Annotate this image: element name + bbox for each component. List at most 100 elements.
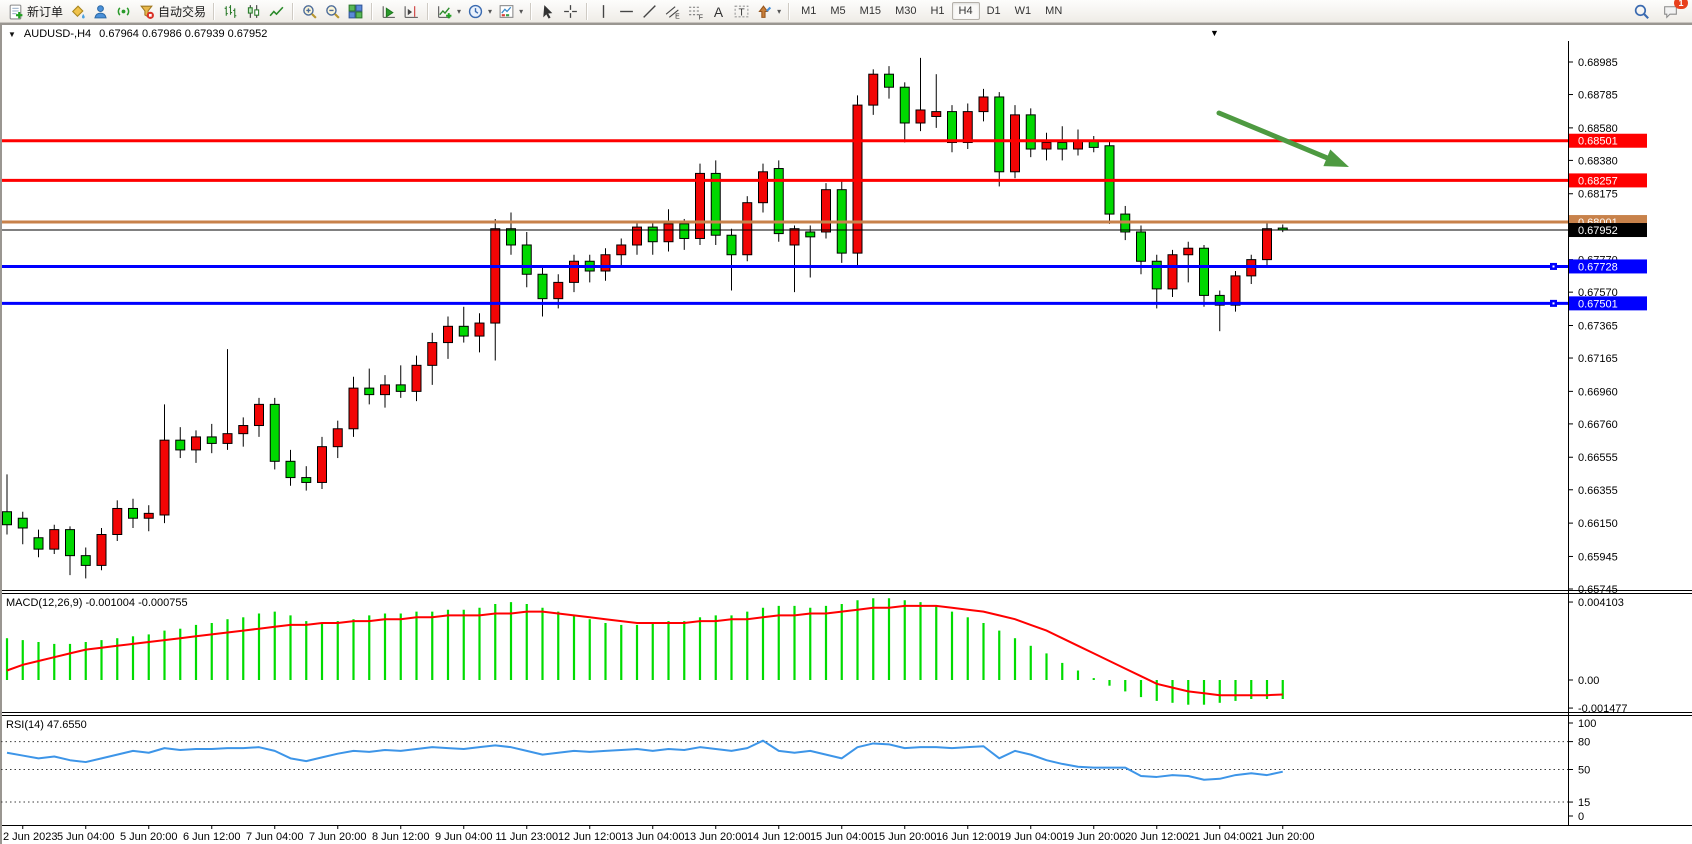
svg-text:A: A <box>714 3 724 19</box>
price-tick-label: 0.68985 <box>1578 57 1618 69</box>
autotrade-button[interactable]: 自动交易 <box>135 1 209 21</box>
support-line-1-axis-badge: 0.67728 <box>1569 259 1647 274</box>
bucket-icon <box>71 4 85 19</box>
candlestick-button[interactable] <box>242 1 265 21</box>
timeframe-h1-button[interactable]: H1 <box>930 5 945 17</box>
chart-menu-icon[interactable]: ▼ <box>8 29 16 39</box>
crosshair-button[interactable] <box>559 1 582 21</box>
bull-candle <box>616 244 627 256</box>
trendline-button[interactable] <box>638 1 661 21</box>
bear-candle <box>395 384 406 392</box>
time-tick-label: 5 Jun 20:00 <box>120 831 178 843</box>
styler-button[interactable] <box>66 1 89 21</box>
bull-candle <box>789 228 800 246</box>
support-line-1[interactable] <box>1 262 1568 270</box>
timeframe-m30-button[interactable]: M30 <box>895 5 917 17</box>
svg-text:F: F <box>699 14 703 20</box>
timeframe-m5-button[interactable]: M5 <box>830 5 846 17</box>
shapes-icon <box>758 4 772 18</box>
vline-button[interactable] <box>592 1 615 21</box>
svg-text:T: T <box>739 7 745 18</box>
bull-candle <box>600 254 611 272</box>
shapes-button[interactable]: ▾ <box>753 1 784 21</box>
bear-candle <box>679 223 690 239</box>
shift-marker[interactable]: ▼ <box>1210 28 1219 38</box>
label-button[interactable]: T <box>730 1 753 21</box>
trend-arrow-head[interactable] <box>1323 149 1349 167</box>
time-tick-label: 5 Jun 04:00 <box>57 831 115 843</box>
fibonacci-button[interactable]: F <box>684 1 707 21</box>
chart-shift-button[interactable] <box>400 1 423 21</box>
zoom-in-button[interactable] <box>298 1 321 21</box>
bear-candle <box>17 517 28 529</box>
price-tick-label: 0.66555 <box>1578 452 1618 464</box>
bear-candle <box>458 325 469 337</box>
current-price-line-axis-badge: 0.67952 <box>1569 223 1647 238</box>
bull-candle <box>49 529 60 550</box>
bull-candle <box>742 202 753 256</box>
timeframe-mn-button[interactable]: MN <box>1045 5 1063 17</box>
bull-candle <box>1041 142 1052 150</box>
chart-title-row: ▼ AUDUSD-,H4 0.67964 0.67986 0.67939 0.6… <box>8 28 267 40</box>
bull-candle <box>553 281 564 300</box>
rsi-tick-label: 100 <box>1578 718 1596 730</box>
signals-button[interactable] <box>112 1 135 21</box>
bear-candle <box>537 273 548 300</box>
notification-badge: 1 <box>1674 0 1688 9</box>
bear-candle <box>506 228 516 246</box>
price-axis[interactable]: 0.68985 0.68785 0.68580 0.68380 0.68175 0.677… <box>1568 57 1618 596</box>
cursor-button[interactable] <box>536 1 559 21</box>
search-button[interactable] <box>1630 1 1653 21</box>
bear-candle <box>2 511 12 526</box>
chat-button[interactable]: 1 <box>1659 0 1688 21</box>
svg-text:E: E <box>675 13 680 20</box>
bull-candle <box>474 322 485 337</box>
templates-button[interactable]: ▾ <box>495 1 526 21</box>
line-chart-button[interactable] <box>265 1 288 21</box>
trend-arrow-annotation[interactable] <box>1216 110 1349 167</box>
timeframe-m15-button[interactable]: M15 <box>859 5 882 17</box>
text-button[interactable]: A <box>707 1 730 21</box>
price-badge-box <box>1569 133 1647 148</box>
bull-candle <box>332 428 343 448</box>
support-line-2[interactable] <box>1 299 1568 307</box>
bear-candle <box>128 507 138 519</box>
trend-arrow-shaft[interactable] <box>1216 110 1330 161</box>
profile-button[interactable] <box>89 1 112 21</box>
time-axis[interactable]: 2 Jun 2023 5 Jun 04:00 5 Jun 20:00 6 Jun 12… <box>3 825 1315 843</box>
channel-button[interactable]: E <box>661 1 684 21</box>
rsi-tick-label: 80 <box>1578 737 1590 749</box>
bear-candle <box>285 460 296 479</box>
new-order-button[interactable]: 新订单 <box>4 1 66 21</box>
timeframe-w1-button[interactable]: W1 <box>1014 5 1032 17</box>
zoom-out-button[interactable] <box>321 1 344 21</box>
dropdown-caret-icon[interactable]: ▾ <box>519 6 524 16</box>
timeframe-m1-button[interactable]: M1 <box>801 5 817 17</box>
bear-candle <box>884 73 894 88</box>
rsi-tick-label: 15 <box>1578 797 1590 809</box>
bear-candle <box>1199 247 1209 296</box>
toolbar-separator <box>427 2 430 20</box>
autoscroll-button[interactable] <box>377 1 400 21</box>
time-tick-label: 7 Jun 04:00 <box>246 831 304 843</box>
pane-borders <box>1 24 1692 844</box>
indicators-button[interactable]: ▾ <box>433 1 464 21</box>
bar-chart-button[interactable] <box>219 1 242 21</box>
price-tick-label: 0.65745 <box>1578 584 1618 596</box>
macd-tick-label: -0.001477 <box>1578 703 1628 715</box>
timeframe-d1-button[interactable]: D1 <box>986 5 1001 17</box>
bear-candle <box>1214 294 1225 306</box>
dropdown-caret-icon[interactable]: ▾ <box>777 6 782 16</box>
tile-windows-button[interactable] <box>344 1 367 21</box>
timeframe-h4-button[interactable]: H4 <box>951 2 980 20</box>
bull-candle <box>632 226 642 246</box>
hline-button[interactable] <box>615 1 638 21</box>
crosshair-icon <box>564 4 577 18</box>
dropdown-caret-icon[interactable]: ▾ <box>457 6 462 16</box>
time-tick-label: 21 Jun 20:00 <box>1251 831 1315 843</box>
dropdown-caret-icon[interactable]: ▾ <box>488 6 493 16</box>
autotrade-icon <box>140 5 154 19</box>
periods-button[interactable]: ▾ <box>464 1 495 21</box>
price-tick-label: 0.68580 <box>1578 123 1618 135</box>
bull-candle <box>490 228 501 324</box>
